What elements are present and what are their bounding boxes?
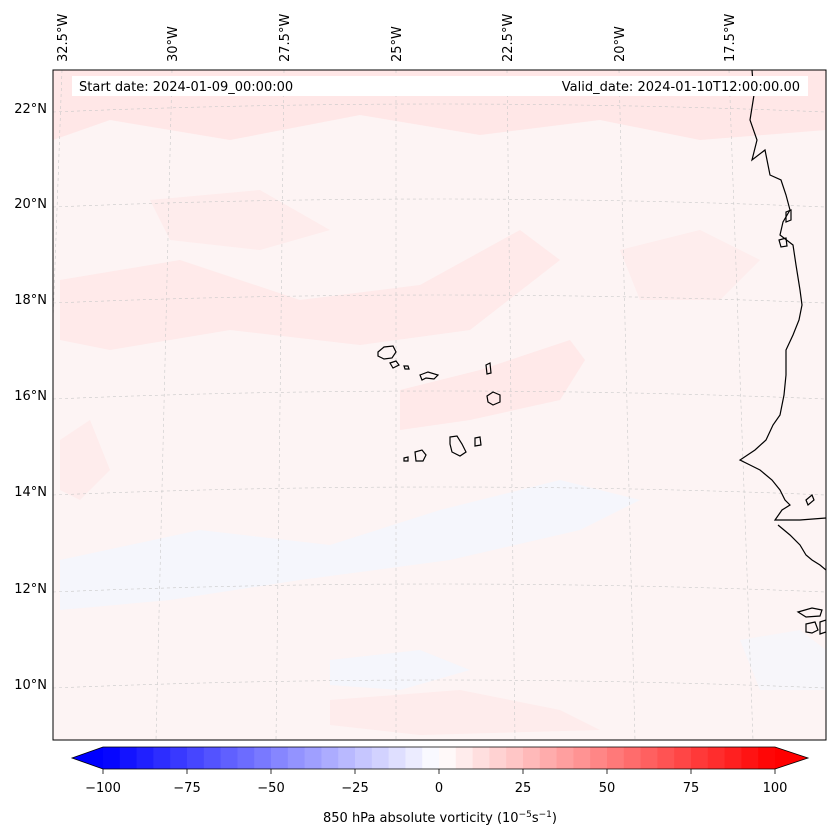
map-area bbox=[53, 70, 826, 740]
colorbar-segment bbox=[455, 747, 474, 769]
colorbar-segment bbox=[691, 747, 709, 769]
lat-label: 20°N bbox=[14, 197, 47, 212]
lat-label: 12°N bbox=[14, 582, 47, 597]
colorbar-segment bbox=[489, 747, 507, 769]
colorbar-tick-label: −100 bbox=[85, 781, 121, 796]
colorbar-segment bbox=[355, 747, 373, 769]
lat-label: 18°N bbox=[14, 293, 47, 308]
colorbar-segment bbox=[422, 747, 440, 769]
header-box bbox=[72, 76, 808, 96]
lon-label: 17.5°W bbox=[723, 14, 738, 62]
colorbar-segment bbox=[556, 747, 574, 769]
sao-nicolau-island bbox=[419, 371, 440, 381]
colorbar-segments bbox=[103, 747, 776, 769]
colorbar-segment bbox=[187, 747, 205, 769]
santiago-island bbox=[449, 435, 467, 457]
colorbar-segment bbox=[103, 747, 121, 769]
colorbar-tick-label: 50 bbox=[599, 781, 616, 796]
colorbar-max-arrow bbox=[775, 747, 808, 769]
colorbar-segment bbox=[153, 747, 171, 769]
colorbar-tick-label: 75 bbox=[683, 781, 700, 796]
colorbar-segment bbox=[607, 747, 625, 769]
colorbar-segment bbox=[741, 747, 759, 769]
colorbar-min-arrow bbox=[72, 747, 103, 769]
colorbar: −100 −75 −50 −25 0 25 50 75 100 850 hPa absolute… bbox=[70, 746, 810, 826]
lat-label: 10°N bbox=[14, 678, 47, 693]
colorbar-segment bbox=[220, 747, 238, 769]
maio-island bbox=[474, 436, 482, 447]
santa-luzia-island bbox=[403, 365, 410, 370]
colorbar-segment bbox=[271, 747, 289, 769]
lon-label: 27.5°W bbox=[278, 14, 293, 62]
west-africa-coastline bbox=[738, 70, 826, 635]
colorbar-segment bbox=[724, 747, 742, 769]
colorbar-segment bbox=[657, 747, 675, 769]
longitude-labels: 32.5°W 30°W 27.5°W 25°W 22.5°W 20°W 17.5°W bbox=[56, 14, 738, 62]
colorbar-segment bbox=[371, 747, 390, 769]
colorbar-segment bbox=[287, 747, 306, 769]
colorbar-segment bbox=[439, 747, 457, 769]
lat-label: 16°N bbox=[14, 389, 47, 404]
colorbar-segment bbox=[623, 747, 642, 769]
map-frame bbox=[52, 69, 827, 741]
lat-label: 14°N bbox=[14, 485, 47, 500]
colorbar-segment bbox=[758, 747, 776, 769]
colorbar-segment bbox=[388, 747, 406, 769]
valid-date-label: Valid_date: 2024-01-10T12:00:00.00 bbox=[562, 80, 800, 95]
boa-vista-island bbox=[486, 391, 501, 406]
sao-vicente-island bbox=[389, 360, 400, 369]
colorbar-segment bbox=[170, 747, 188, 769]
lon-label: 25°W bbox=[390, 26, 405, 62]
colorbar-tick-label: −25 bbox=[341, 781, 368, 796]
colorbar-segment bbox=[472, 747, 490, 769]
colorbar-tick-label: 25 bbox=[515, 781, 532, 796]
lon-label: 22.5°W bbox=[501, 14, 516, 62]
sal-island bbox=[485, 362, 492, 375]
colorbar-segment bbox=[304, 747, 322, 769]
lat-label: 22°N bbox=[14, 102, 47, 117]
colorbar-segment bbox=[539, 747, 558, 769]
colorbar-segment bbox=[237, 747, 255, 769]
lon-label: 32.5°W bbox=[56, 14, 71, 62]
colorbar-segment bbox=[338, 747, 356, 769]
colorbar-segment bbox=[203, 747, 222, 769]
start-date-label: Start date: 2024-01-09_00:00:00 bbox=[79, 80, 293, 95]
lon-label: 30°W bbox=[166, 26, 181, 62]
lon-label: 20°W bbox=[613, 26, 628, 62]
fogo-island bbox=[414, 449, 427, 462]
colorbar-label: 850 hPa absolute vorticity (10−5s−1) bbox=[323, 810, 557, 826]
colorbar-segment bbox=[674, 747, 692, 769]
colorbar-segment bbox=[136, 747, 154, 769]
colorbar-segment bbox=[119, 747, 138, 769]
colorbar-segment bbox=[573, 747, 591, 769]
colorbar-segment bbox=[590, 747, 608, 769]
colorbar-tick-label: −75 bbox=[173, 781, 200, 796]
brava-island bbox=[403, 456, 409, 462]
colorbar-segment bbox=[707, 747, 726, 769]
colorbar-tick-label: −50 bbox=[257, 781, 284, 796]
colorbar-tick-label: 0 bbox=[435, 781, 443, 796]
gridlines bbox=[53, 70, 826, 740]
latitude-labels: 22°N 20°N 18°N 16°N 14°N 12°N 10°N bbox=[14, 102, 47, 693]
colorbar-tick-label: 100 bbox=[763, 781, 788, 796]
colorbar-segment bbox=[321, 747, 339, 769]
colorbar-segment bbox=[405, 747, 423, 769]
colorbar-segment bbox=[506, 747, 524, 769]
colorbar-segment bbox=[254, 747, 272, 769]
colorbar-segment bbox=[523, 747, 541, 769]
colorbar-segment bbox=[640, 747, 658, 769]
colorbar-ticks: −100 −75 −50 −25 0 25 50 75 100 bbox=[85, 769, 787, 796]
cape-verde-islands bbox=[377, 345, 501, 462]
santo-antao-island bbox=[377, 345, 397, 360]
